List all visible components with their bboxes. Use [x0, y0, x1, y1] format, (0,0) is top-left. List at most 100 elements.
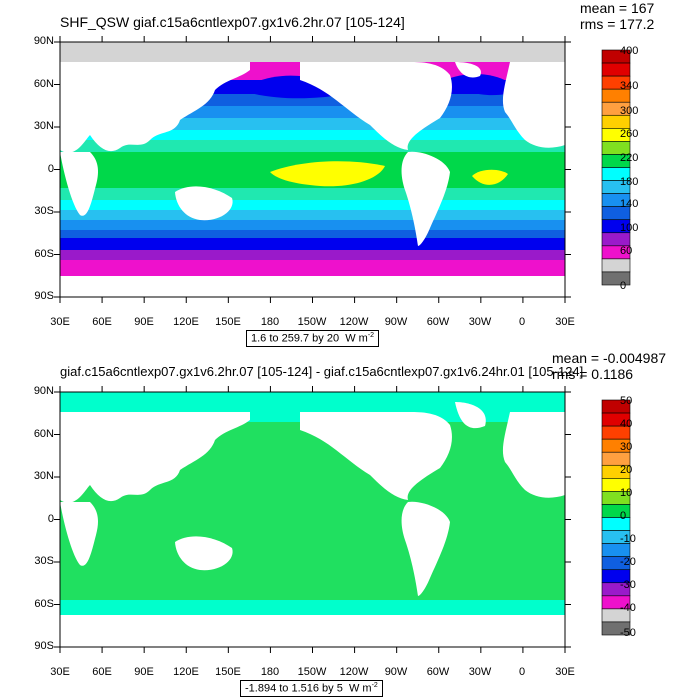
colorbar-swatch	[601, 271, 631, 286]
colorbar-label: 30	[620, 441, 633, 453]
range-exponent: -2	[371, 682, 378, 689]
colorbar	[601, 399, 631, 636]
map-panel-difference: giaf.c15a6cntlexp07.gx1v6.2hr.07 [105-12…	[0, 350, 700, 700]
land-greenland	[455, 62, 481, 78]
contour-range-label: -1.894 to 1.516 by 5 W m-2	[240, 680, 383, 697]
colorbar-label: 60	[620, 245, 633, 257]
band-s-3	[60, 210, 565, 220]
lat-label: 60S	[34, 248, 54, 260]
land-africa	[60, 152, 98, 216]
lat-label: 30S	[34, 205, 54, 217]
lon-label: 180	[260, 666, 280, 678]
range-units: W m	[345, 332, 368, 345]
lon-label: 0	[518, 666, 526, 678]
colorbar-swatch	[601, 543, 631, 557]
colorbar-label: 0	[620, 510, 627, 522]
range-exponent: -2	[367, 332, 375, 339]
land-north-america	[300, 412, 452, 500]
rms-value: rms = 177.2	[580, 16, 655, 32]
band-s-2	[60, 200, 565, 210]
lon-label: 150E	[215, 316, 241, 328]
lon-label: 60E	[92, 666, 112, 678]
lat-label: 90S	[34, 290, 54, 302]
colorbar-label: -40	[620, 602, 636, 614]
map-panel-shf-qsw: SHF_QSW giaf.c15a6cntlexp07.gx1v6.2hr.07…	[34, 0, 655, 347]
band-s-1	[60, 188, 565, 200]
lat-label: 60N	[33, 428, 54, 440]
lon-label: 150E	[215, 666, 241, 678]
contour-field	[60, 42, 565, 297]
colorbar	[601, 49, 631, 286]
band-s-5	[60, 230, 565, 238]
colorbar-label: 260	[620, 128, 639, 140]
band-s-4	[60, 220, 565, 230]
lon-label: 30E	[50, 316, 70, 328]
lat-label: 30S	[34, 555, 54, 567]
mean-value: mean = -0.004987	[552, 350, 667, 366]
axis-ticks	[54, 386, 571, 653]
band-n-4	[60, 118, 565, 130]
axis-ticks	[54, 36, 571, 303]
lon-label: 60W	[426, 316, 450, 328]
colorbar-label: 40	[620, 418, 633, 430]
colorbar-label: 340	[620, 80, 639, 92]
lon-label: 30E	[555, 666, 575, 678]
mean-value: mean = 167	[580, 0, 655, 16]
colorbar-label: 0	[620, 280, 627, 292]
lon-label: 60E	[92, 316, 112, 328]
panel-title: giaf.c15a6cntlexp07.gx1v6.2hr.07 [105-12…	[60, 364, 584, 379]
contour-field	[60, 392, 565, 647]
band-southern	[60, 600, 565, 615]
lon-label: 180	[260, 316, 280, 328]
range-units: W m	[348, 682, 372, 695]
land-europe	[502, 412, 565, 498]
lat-label: 0	[47, 163, 54, 175]
band-n-6	[60, 140, 565, 152]
band-s-6	[60, 238, 565, 250]
lon-label: 120W	[339, 666, 369, 678]
lat-label: 90N	[33, 385, 54, 397]
colorbar-label: 400	[620, 45, 639, 57]
range-text: 1.6 to 259.7 by 20	[251, 332, 340, 345]
band-s-8	[60, 260, 565, 276]
band-antarctic	[60, 615, 565, 647]
colorbar-label: 220	[620, 152, 639, 164]
colorbar-label: 100	[620, 222, 639, 234]
land-europe	[502, 62, 565, 148]
max-atlantic	[472, 169, 508, 185]
land-asia	[60, 412, 250, 503]
lat-label: 60S	[34, 598, 54, 610]
lon-label: 120W	[339, 316, 369, 328]
lon-label: 120E	[173, 316, 199, 328]
map-canvas	[54, 36, 631, 303]
land-australia	[175, 186, 233, 221]
colorbar-label: -30	[620, 579, 636, 591]
lon-label: 90E	[134, 666, 154, 678]
natl-low	[445, 74, 520, 96]
colorbar-label: -10	[620, 533, 636, 545]
map-canvas	[54, 386, 631, 653]
colorbar-label: -50	[620, 627, 636, 639]
land-africa	[60, 502, 98, 566]
lon-label: 30E	[555, 316, 575, 328]
band-n-5	[60, 130, 565, 140]
lat-label: 0	[47, 513, 54, 525]
colorbar-label: 140	[620, 198, 639, 210]
colorbar-swatch	[601, 62, 631, 77]
lon-label: 0	[518, 316, 526, 328]
lon-label: 90E	[134, 316, 154, 328]
range-text: -1.894 to 1.516 by 5	[245, 682, 343, 695]
lon-label: 30E	[50, 666, 70, 678]
colorbar-swatch	[601, 621, 631, 636]
colorbar-label: 10	[620, 487, 633, 499]
lat-label: 30N	[33, 470, 54, 482]
land-south-america	[401, 151, 450, 246]
band-s-7	[60, 250, 565, 260]
land-south-america	[401, 501, 450, 596]
lon-label: 150W	[297, 316, 327, 328]
colorbar-swatch	[601, 232, 631, 247]
band-arctic	[60, 42, 565, 62]
colorbar-label: 20	[620, 464, 633, 476]
lon-label: 60W	[426, 666, 450, 678]
panel-title: SHF_QSW giaf.c15a6cntlexp07.gx1v6.2hr.07…	[60, 14, 405, 30]
